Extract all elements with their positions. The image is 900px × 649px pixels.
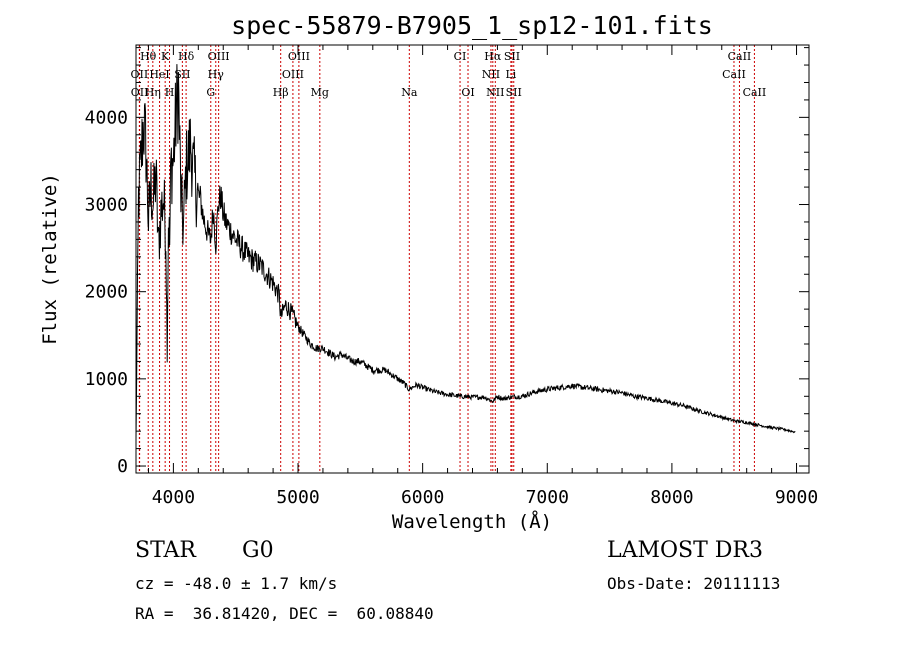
line-label-NII: NII: [482, 68, 500, 81]
spectral-line-markers: [138, 45, 755, 473]
line-label-OII: OII: [131, 86, 149, 99]
object-class: STAR: [135, 538, 196, 563]
line-label-Hα: Hα: [484, 50, 502, 63]
y-tick-label: 2000: [85, 282, 128, 303]
line-label-H: H: [165, 86, 175, 99]
line-label-Mg: Mg: [311, 86, 329, 99]
y-axis-ticks: 0 1000 2000 3000 4000: [85, 47, 809, 477]
y-tick-label: 0: [117, 456, 128, 477]
object-subclass: G0: [242, 538, 274, 563]
x-tick-label: 9000: [775, 487, 818, 508]
line-label-Hγ: Hγ: [208, 68, 225, 81]
line-label-Li: Li: [505, 68, 516, 81]
y-axis-label: Flux (relative): [39, 173, 61, 345]
line-label-K: K: [161, 50, 170, 63]
line-label-SII: SII: [506, 86, 522, 99]
line-label-NII: NII: [486, 86, 504, 99]
line-label-HeI: HeI: [149, 68, 169, 81]
x-tick-label: 7000: [526, 487, 569, 508]
line-label-OIII: OIII: [282, 68, 304, 81]
spectrum-series-line: [135, 64, 796, 439]
line-label-SII: SII: [504, 50, 520, 63]
x-tick-label: 6000: [401, 487, 444, 508]
y-tick-label: 3000: [85, 195, 128, 216]
plot-frame: [135, 44, 810, 474]
observation-date: Obs-Date: 20111113: [607, 574, 781, 593]
line-label-OIII: OIII: [208, 50, 230, 63]
y-tick-label: 4000: [85, 107, 128, 128]
line-label-CaII: CaII: [722, 68, 746, 81]
line-label-CaII: CaII: [728, 50, 752, 63]
line-label-Hδ: Hδ: [178, 50, 195, 63]
survey-name: LAMOST DR3: [607, 538, 763, 563]
line-label-Hθ: Hθ: [140, 50, 157, 63]
chart-title: spec-55879-B7905_1_sp12-101.fits: [231, 11, 713, 40]
x-tick-label: 5000: [276, 487, 319, 508]
line-label-CaII: CaII: [743, 86, 767, 99]
line-label-Hη: Hη: [145, 86, 161, 99]
x-axis-label: Wavelength (Å): [392, 510, 552, 533]
sky-coordinates: RA = 36.81420, DEC = 60.08840: [135, 604, 434, 623]
x-tick-label: 4000: [152, 487, 195, 508]
line-label-Na: Na: [401, 86, 418, 99]
line-label-OI: OI: [461, 86, 474, 99]
x-tick-label: 8000: [650, 487, 693, 508]
line-label-G: G: [206, 86, 215, 99]
redshift-velocity: cz = -48.0 ± 1.7 km/s: [135, 574, 338, 593]
line-label-CI: CI: [454, 50, 467, 63]
y-tick-label: 1000: [85, 369, 128, 390]
line-label-Hβ: Hβ: [273, 86, 289, 99]
x-axis-ticks: 4000 5000 6000 7000 8000 9000: [147, 45, 818, 508]
line-label-OII: OII: [131, 68, 149, 81]
line-label-OIII: OIII: [288, 50, 310, 63]
